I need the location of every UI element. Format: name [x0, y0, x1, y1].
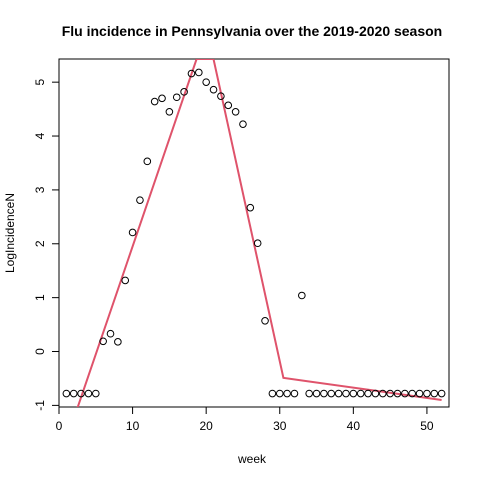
fit-line	[76, 59, 442, 407]
y-axis-label: LogIncidenceN	[3, 193, 17, 273]
data-point	[253, 239, 262, 248]
data-point	[298, 291, 306, 300]
data-point	[187, 69, 196, 78]
data-point	[172, 93, 181, 102]
chart-title: Flu incidence in Pennsylvania over the 2…	[62, 23, 443, 39]
data-point	[84, 389, 93, 398]
data-point	[327, 389, 336, 398]
data-point	[114, 338, 122, 346]
data-point	[202, 78, 210, 86]
data-point	[275, 389, 284, 398]
data-point	[165, 107, 174, 116]
data-point	[423, 389, 431, 398]
data-points-layer	[62, 68, 446, 398]
data-point	[62, 389, 71, 398]
data-point	[371, 389, 380, 398]
data-point	[430, 389, 439, 398]
data-point	[408, 389, 417, 398]
data-point	[356, 389, 365, 398]
data-point	[217, 92, 225, 100]
x-tick-label: 30	[273, 419, 287, 433]
data-point	[305, 389, 313, 398]
data-point	[378, 389, 387, 398]
fit-line-layer	[76, 59, 442, 407]
data-point	[386, 389, 394, 398]
data-point	[143, 157, 152, 166]
data-point	[69, 389, 78, 398]
y-tick-label: 5	[33, 79, 47, 86]
data-point	[77, 389, 85, 398]
data-point	[209, 85, 218, 94]
data-point	[150, 97, 159, 106]
data-point	[415, 389, 424, 398]
data-point	[106, 329, 115, 338]
x-tick-label: 20	[199, 419, 213, 433]
data-point	[99, 337, 107, 346]
y-tick-label: 0	[33, 348, 47, 355]
data-point	[312, 389, 321, 398]
y-tick-label: -1	[33, 400, 47, 411]
x-tick-label: 10	[126, 419, 140, 433]
data-point	[261, 317, 269, 325]
data-point	[128, 228, 137, 237]
y-tick-label: 3	[33, 186, 47, 193]
data-point	[268, 389, 277, 398]
data-point	[195, 68, 203, 77]
data-point	[91, 389, 100, 398]
axes: 0 10 20 30 40 50 -1 0 1 2 3 4 5	[33, 58, 450, 433]
data-point	[334, 389, 343, 398]
data-point	[393, 389, 402, 398]
data-point	[349, 389, 358, 398]
data-point	[364, 389, 372, 398]
y-tick-label: 2	[33, 240, 47, 247]
data-point	[437, 389, 446, 398]
y-tick-label: 1	[33, 294, 47, 301]
plot-frame	[58, 58, 450, 408]
data-point	[158, 94, 166, 103]
x-axis-label: week	[237, 452, 267, 466]
data-point	[246, 203, 255, 212]
data-point	[239, 120, 247, 128]
y-tick-label: 4	[33, 132, 47, 139]
data-point	[320, 389, 328, 398]
data-point	[401, 389, 409, 398]
data-point	[231, 107, 240, 116]
data-point	[342, 389, 350, 398]
data-point	[180, 88, 188, 96]
x-tick-label: 40	[347, 419, 361, 433]
x-tick-label: 0	[56, 419, 63, 433]
data-point	[136, 196, 144, 204]
data-point	[224, 101, 233, 110]
data-point	[283, 389, 291, 398]
x-tick-label: 50	[420, 419, 434, 433]
data-point	[121, 276, 130, 285]
data-point	[290, 389, 299, 398]
